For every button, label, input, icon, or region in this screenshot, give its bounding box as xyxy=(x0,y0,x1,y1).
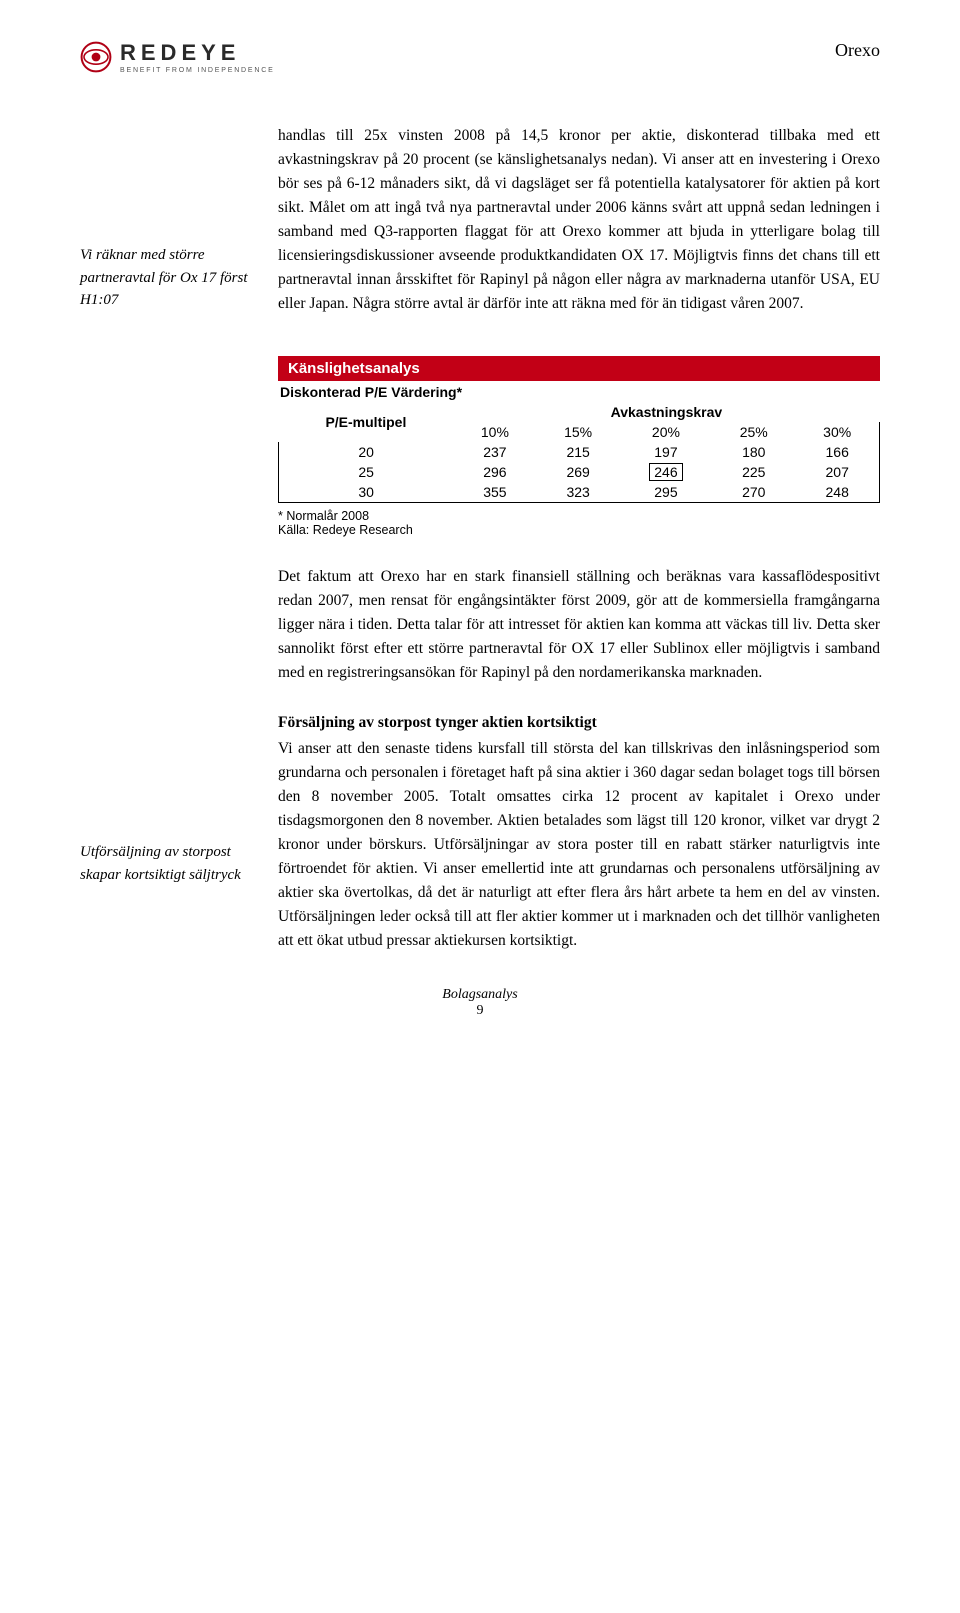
section-heading: Försäljning av storpost tynger aktien ko… xyxy=(278,711,880,735)
table-value-cell: 197 xyxy=(620,442,712,462)
table-value-cell: 248 xyxy=(795,482,879,503)
table-pe-cell: 30 xyxy=(279,482,454,503)
sensitivity-table: P/E-multipel Avkastningskrav 10%15%20%25… xyxy=(278,402,880,503)
table-pe-cell: 25 xyxy=(279,462,454,482)
margin-note-1: Vi räknar med större partneravtal för Ox… xyxy=(80,124,250,320)
content-block-1: Vi räknar med större partneravtal för Ox… xyxy=(80,124,880,320)
sensitivity-table-section: Känslighetsanalys Diskonterad P/E Värder… xyxy=(278,356,880,537)
footer-label: Bolagsanalys xyxy=(80,987,880,1003)
logo: REDEYE BENEFIT FROM INDEPENDENCE xyxy=(80,40,275,74)
table-value-cell: 269 xyxy=(537,462,620,482)
table-value-cell: 166 xyxy=(795,442,879,462)
table-value-cell: 180 xyxy=(712,442,795,462)
margin-note-2: Utförsäljning av storpost skapar kortsik… xyxy=(80,711,250,957)
document-title: Orexo xyxy=(835,40,880,61)
table-column-header: 25% xyxy=(712,422,795,442)
table-value-cell: 296 xyxy=(453,462,536,482)
body-block-3: Försäljning av storpost tynger aktien ko… xyxy=(278,711,880,957)
redeye-eye-icon xyxy=(80,41,112,73)
logo-wordmark: REDEYE xyxy=(120,40,275,66)
paragraph-text: Vi anser att den senaste tidens kursfall… xyxy=(278,737,880,953)
table-group-header: Avkastningskrav xyxy=(453,402,879,422)
page-header: REDEYE BENEFIT FROM INDEPENDENCE Orexo xyxy=(80,40,880,74)
table-title-bar: Känslighetsanalys xyxy=(278,356,880,381)
table-value-cell: 355 xyxy=(453,482,536,503)
table-value-cell: 215 xyxy=(537,442,620,462)
table-source: Källa: Redeye Research xyxy=(278,523,880,537)
table-row-header: P/E-multipel xyxy=(279,402,454,442)
content-block-3: Utförsäljning av storpost skapar kortsik… xyxy=(80,711,880,957)
table-column-header: 30% xyxy=(795,422,879,442)
footer-page-number: 9 xyxy=(80,1003,880,1019)
table-group-header-row: P/E-multipel Avkastningskrav xyxy=(279,402,880,422)
paragraph-text: handlas till 25x vinsten 2008 på 14,5 kr… xyxy=(278,124,880,316)
table-row: 30355323295270248 xyxy=(279,482,880,503)
table-column-header: 15% xyxy=(537,422,620,442)
table-value-cell: 246 xyxy=(620,462,712,482)
table-column-header: 10% xyxy=(453,422,536,442)
body-paragraph-1: handlas till 25x vinsten 2008 på 14,5 kr… xyxy=(278,124,880,320)
table-footnote: * Normalår 2008 xyxy=(278,509,880,523)
table-value-cell: 323 xyxy=(537,482,620,503)
table-value-cell: 295 xyxy=(620,482,712,503)
body-paragraph-2: Det faktum att Orexo har en stark finans… xyxy=(278,565,880,685)
table-body: 2023721519718016625296269246225207303553… xyxy=(279,442,880,503)
table-value-cell: 207 xyxy=(795,462,879,482)
logo-text: REDEYE BENEFIT FROM INDEPENDENCE xyxy=(120,40,275,74)
table-subtitle: Diskonterad P/E Värdering* xyxy=(278,381,880,402)
page-footer: Bolagsanalys 9 xyxy=(80,987,880,1019)
logo-tagline: BENEFIT FROM INDEPENDENCE xyxy=(120,67,275,74)
table-value-cell: 270 xyxy=(712,482,795,503)
table-row: 25296269246225207 xyxy=(279,462,880,482)
table-value-cell: 237 xyxy=(453,442,536,462)
table-column-header: 20% xyxy=(620,422,712,442)
table-pe-cell: 20 xyxy=(279,442,454,462)
table-value-cell: 225 xyxy=(712,462,795,482)
table-row: 20237215197180166 xyxy=(279,442,880,462)
